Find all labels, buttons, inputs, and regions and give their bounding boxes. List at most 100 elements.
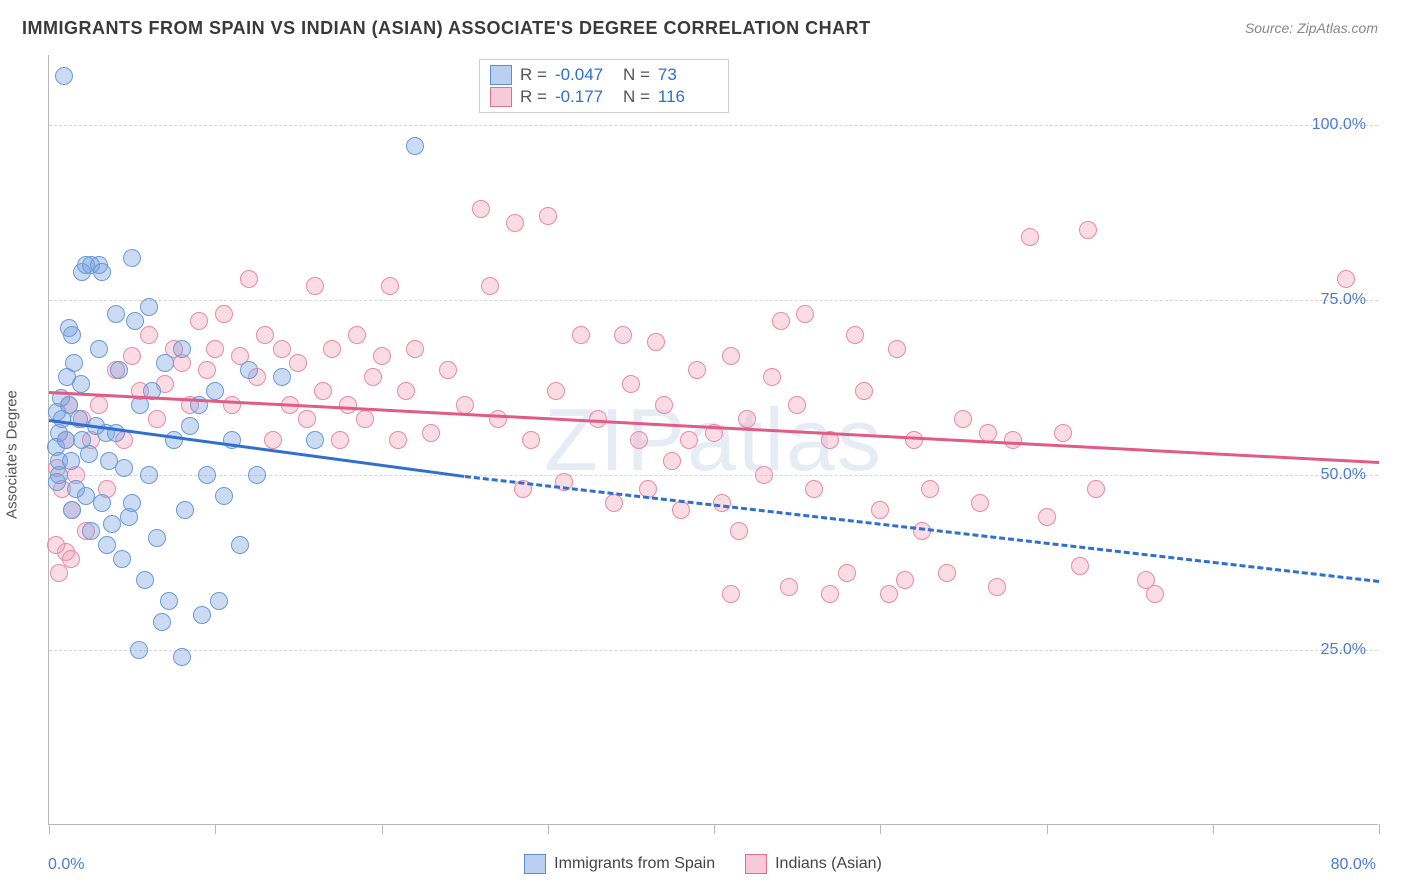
- scatter-point-pink: [1021, 228, 1039, 246]
- scatter-point-pink: [1087, 480, 1105, 498]
- scatter-point-blue: [48, 473, 66, 491]
- scatter-point-blue: [406, 137, 424, 155]
- scatter-point-blue: [103, 515, 121, 533]
- scatter-point-pink: [846, 326, 864, 344]
- gridline: [49, 300, 1378, 301]
- scatter-point-pink: [256, 326, 274, 344]
- scatter-point-pink: [805, 480, 823, 498]
- scatter-point-pink: [788, 396, 806, 414]
- scatter-point-pink: [680, 431, 698, 449]
- chart-title: IMMIGRANTS FROM SPAIN VS INDIAN (ASIAN) …: [22, 18, 871, 39]
- swatch-pink-icon: [745, 854, 767, 874]
- scatter-point-pink: [655, 396, 673, 414]
- scatter-point-pink: [738, 410, 756, 428]
- scatter-point-pink: [1054, 424, 1072, 442]
- scatter-point-blue: [55, 67, 73, 85]
- scatter-point-blue: [90, 340, 108, 358]
- scatter-point-pink: [472, 200, 490, 218]
- scatter-point-blue: [173, 340, 191, 358]
- scatter-point-blue: [57, 431, 75, 449]
- legend-item-blue: Immigrants from Spain: [524, 854, 715, 874]
- scatter-point-pink: [456, 396, 474, 414]
- scatter-point-pink: [364, 368, 382, 386]
- scatter-point-blue: [193, 606, 211, 624]
- scatter-point-blue: [140, 298, 158, 316]
- stat-r-value-blue: -0.047: [555, 65, 615, 85]
- scatter-point-pink: [140, 326, 158, 344]
- scatter-point-pink: [381, 277, 399, 295]
- scatter-point-pink: [273, 340, 291, 358]
- scatter-point-blue: [210, 592, 228, 610]
- scatter-point-pink: [880, 585, 898, 603]
- scatter-point-pink: [921, 480, 939, 498]
- stat-r-value-pink: -0.177: [555, 87, 615, 107]
- scatter-point-pink: [672, 501, 690, 519]
- scatter-point-blue: [72, 375, 90, 393]
- scatter-point-blue: [206, 382, 224, 400]
- scatter-point-blue: [82, 522, 100, 540]
- scatter-point-pink: [90, 396, 108, 414]
- scatter-point-pink: [306, 277, 324, 295]
- x-tick: [548, 824, 549, 834]
- scatter-point-pink: [730, 522, 748, 540]
- x-tick: [382, 824, 383, 834]
- scatter-point-pink: [206, 340, 224, 358]
- scatter-point-pink: [763, 368, 781, 386]
- stat-n-value-pink: 116: [658, 87, 718, 107]
- source-credit: Source: ZipAtlas.com: [1245, 20, 1378, 36]
- gridline: [49, 125, 1378, 126]
- scatter-point-pink: [264, 431, 282, 449]
- y-tick-label: 100.0%: [1312, 116, 1366, 134]
- scatter-point-pink: [215, 305, 233, 323]
- scatter-point-blue: [173, 648, 191, 666]
- legend-label-blue: Immigrants from Spain: [554, 855, 715, 873]
- y-tick-label: 25.0%: [1321, 641, 1366, 659]
- scatter-point-blue: [115, 459, 133, 477]
- scatter-point-pink: [289, 354, 307, 372]
- scatter-point-blue: [156, 354, 174, 372]
- scatter-point-blue: [165, 431, 183, 449]
- scatter-point-pink: [780, 578, 798, 596]
- scatter-point-blue: [181, 417, 199, 435]
- scatter-point-blue: [248, 466, 266, 484]
- scatter-point-pink: [1004, 431, 1022, 449]
- stat-row-blue: R = -0.047 N = 73: [490, 64, 718, 86]
- scatter-point-blue: [98, 536, 116, 554]
- scatter-point-blue: [123, 494, 141, 512]
- scatter-point-blue: [110, 361, 128, 379]
- scatter-point-pink: [971, 494, 989, 512]
- scatter-point-pink: [722, 347, 740, 365]
- scatter-point-pink: [373, 347, 391, 365]
- scatter-point-blue: [93, 263, 111, 281]
- scatter-point-pink: [772, 312, 790, 330]
- scatter-point-blue: [231, 536, 249, 554]
- scatter-point-pink: [905, 431, 923, 449]
- scatter-point-pink: [896, 571, 914, 589]
- scatter-point-pink: [954, 410, 972, 428]
- scatter-point-pink: [223, 396, 241, 414]
- scatter-point-blue: [63, 326, 81, 344]
- bottom-legend: Immigrants from Spain Indians (Asian): [0, 854, 1406, 874]
- scatter-point-pink: [722, 585, 740, 603]
- scatter-point-pink: [888, 340, 906, 358]
- scatter-point-pink: [547, 382, 565, 400]
- scatter-point-pink: [314, 382, 332, 400]
- x-tick: [1213, 824, 1214, 834]
- scatter-point-blue: [63, 501, 81, 519]
- scatter-point-blue: [198, 466, 216, 484]
- scatter-point-pink: [821, 585, 839, 603]
- scatter-point-blue: [113, 550, 131, 568]
- scatter-point-pink: [331, 431, 349, 449]
- scatter-point-blue: [160, 592, 178, 610]
- scatter-point-blue: [77, 487, 95, 505]
- scatter-point-pink: [539, 207, 557, 225]
- scatter-point-blue: [240, 361, 258, 379]
- scatter-point-pink: [439, 361, 457, 379]
- scatter-point-blue: [306, 431, 324, 449]
- scatter-point-pink: [406, 340, 424, 358]
- scatter-point-pink: [622, 375, 640, 393]
- legend-item-pink: Indians (Asian): [745, 854, 882, 874]
- scatter-point-blue: [136, 571, 154, 589]
- x-tick: [1379, 824, 1380, 834]
- scatter-point-pink: [1146, 585, 1164, 603]
